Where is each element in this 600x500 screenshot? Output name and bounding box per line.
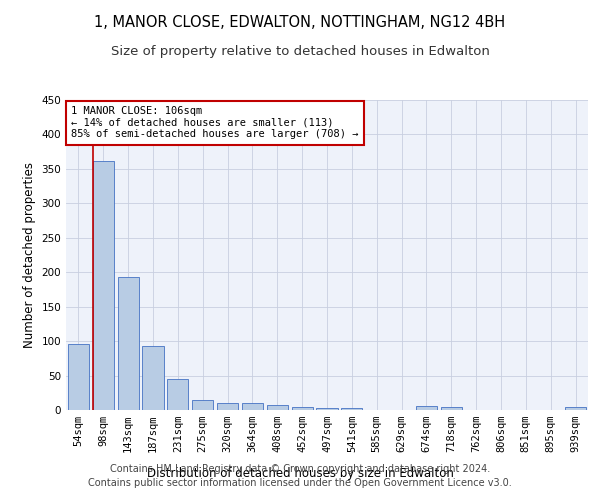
Bar bbox=[242, 403, 263, 410]
Text: 1, MANOR CLOSE, EDWALTON, NOTTINGHAM, NG12 4BH: 1, MANOR CLOSE, EDWALTON, NOTTINGHAM, NG… bbox=[94, 15, 506, 30]
Y-axis label: Number of detached properties: Number of detached properties bbox=[23, 162, 36, 348]
Bar bbox=[93, 160, 114, 410]
Bar bbox=[192, 400, 213, 410]
Text: Contains HM Land Registry data © Crown copyright and database right 2024.
Contai: Contains HM Land Registry data © Crown c… bbox=[88, 464, 512, 487]
Bar bbox=[292, 406, 313, 410]
Bar bbox=[68, 344, 89, 410]
Bar bbox=[167, 379, 188, 410]
Bar bbox=[118, 277, 139, 410]
Bar bbox=[316, 408, 338, 410]
Bar bbox=[416, 406, 437, 410]
Text: 1 MANOR CLOSE: 106sqm
← 14% of detached houses are smaller (113)
85% of semi-det: 1 MANOR CLOSE: 106sqm ← 14% of detached … bbox=[71, 106, 359, 140]
Bar bbox=[565, 407, 586, 410]
Bar bbox=[441, 406, 462, 410]
Bar bbox=[267, 405, 288, 410]
Bar bbox=[142, 346, 164, 410]
Bar bbox=[217, 403, 238, 410]
Text: Size of property relative to detached houses in Edwalton: Size of property relative to detached ho… bbox=[110, 45, 490, 58]
Text: Distribution of detached houses by size in Edwalton: Distribution of detached houses by size … bbox=[146, 468, 454, 480]
Bar bbox=[341, 408, 362, 410]
